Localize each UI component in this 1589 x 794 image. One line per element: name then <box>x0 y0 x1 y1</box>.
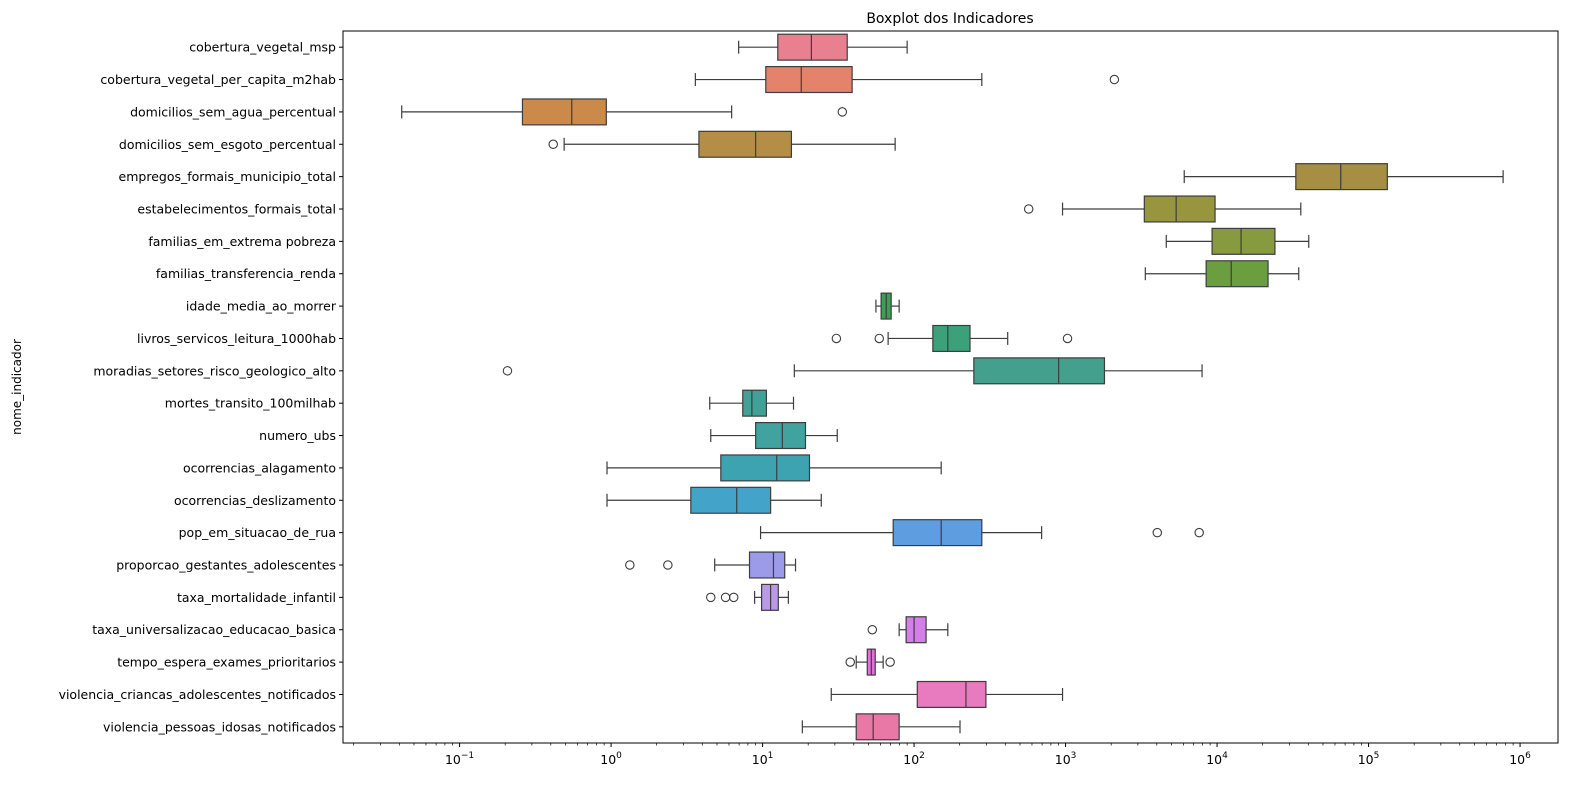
outlier-point <box>874 333 884 344</box>
y-tick-label: livros_servicos_leitura_1000hab <box>137 331 336 346</box>
box <box>1205 260 1269 288</box>
outlier-point <box>720 592 731 603</box>
box <box>690 486 772 514</box>
y-tick-label: taxa_mortalidade_infantil <box>177 590 336 605</box>
y-tick-label: tempo_espera_exames_prioritarios <box>117 655 336 670</box>
y-tick-label: ocorrencias_deslizamento <box>174 493 336 508</box>
box <box>1295 163 1388 191</box>
x-tick-label: 101 <box>752 751 774 767</box>
y-tick-label: cobertura_vegetal_msp <box>189 40 336 55</box>
y-tick-label: mortes_transito_100milhab <box>165 396 336 411</box>
box <box>892 519 983 547</box>
y-tick-label: taxa_universalizacao_educacao_basica <box>92 622 336 637</box>
y-tick-label: domicilios_sem_esgoto_percentual <box>119 137 336 152</box>
y-tick-label: violencia_pessoas_idosas_notificados <box>103 719 336 734</box>
y-tick-label: empregos_formais_municipio_total <box>119 169 336 184</box>
x-tick-label: 104 <box>1206 751 1228 767</box>
y-tick-label: idade_media_ao_morrer <box>186 299 337 314</box>
y-tick-label: pop_em_situacao_de_rua <box>179 525 336 540</box>
plot-frame <box>342 30 1559 744</box>
box <box>765 65 853 94</box>
box <box>1211 227 1276 255</box>
outlier-point <box>1194 527 1204 538</box>
outlier-point <box>885 657 895 667</box>
y-tick-label: ocorrencias_alagamento <box>183 460 336 475</box>
box <box>748 551 786 579</box>
outlier-point <box>1152 527 1163 538</box>
outlier-point <box>548 139 558 150</box>
outlier-point <box>1062 333 1073 344</box>
y-tick-label: violencia_criancas_adolescentes_notifica… <box>59 687 336 702</box>
plot-area: cobertura_vegetal_msp cobertura_vegetal_p… <box>59 30 1559 767</box>
box <box>1143 195 1216 223</box>
box <box>755 422 807 450</box>
outlier-point <box>867 624 878 635</box>
box <box>905 616 927 644</box>
x-tick-label: 103 <box>1055 751 1077 767</box>
y-tick-label: familias_transferencia_renda <box>156 266 336 281</box>
outlier-point <box>728 592 739 603</box>
box <box>855 713 900 741</box>
y-tick-label: domicilios_sem_agua_percentual <box>130 104 336 119</box>
outlier-point <box>1109 74 1120 85</box>
chart-title: Boxplot dos Indicadores <box>866 11 1033 27</box>
x-tick-label: 105 <box>1358 751 1380 767</box>
y-tick-label: estabelecimentos_formais_total <box>137 202 336 217</box>
outlier-point <box>837 107 848 117</box>
outlier-point <box>845 657 855 667</box>
box <box>777 33 848 61</box>
outlier-point <box>706 592 716 603</box>
y-tick-label: numero_ubs <box>259 428 336 443</box>
y-tick-label: moradias_setores_risco_geologico_alto <box>93 363 336 378</box>
x-tick-label: 106 <box>1509 751 1531 767</box>
box <box>521 98 607 126</box>
x-tick-label: 102 <box>903 751 925 767</box>
box <box>916 680 987 709</box>
y-tick-label: proporcao_gestantes_adolescentes <box>116 558 336 573</box>
box <box>973 357 1106 385</box>
y-axis-label: nome_indicador <box>10 339 24 435</box>
box <box>742 389 768 417</box>
outlier-point <box>502 366 513 376</box>
outlier-point <box>1023 204 1034 214</box>
box <box>932 324 971 353</box>
box <box>760 583 779 611</box>
x-tick-label: 100 <box>600 751 622 767</box>
outlier-point <box>625 560 635 570</box>
box <box>720 454 811 482</box>
outlier-point <box>831 333 842 344</box>
x-tick-label: 10−1 <box>445 751 474 767</box>
y-tick-label: familias_em_extrema pobreza <box>148 234 336 249</box>
box <box>698 130 793 158</box>
y-tick-label: cobertura_vegetal_per_capita_m2hab <box>100 72 336 87</box>
outlier-point <box>663 560 673 570</box>
